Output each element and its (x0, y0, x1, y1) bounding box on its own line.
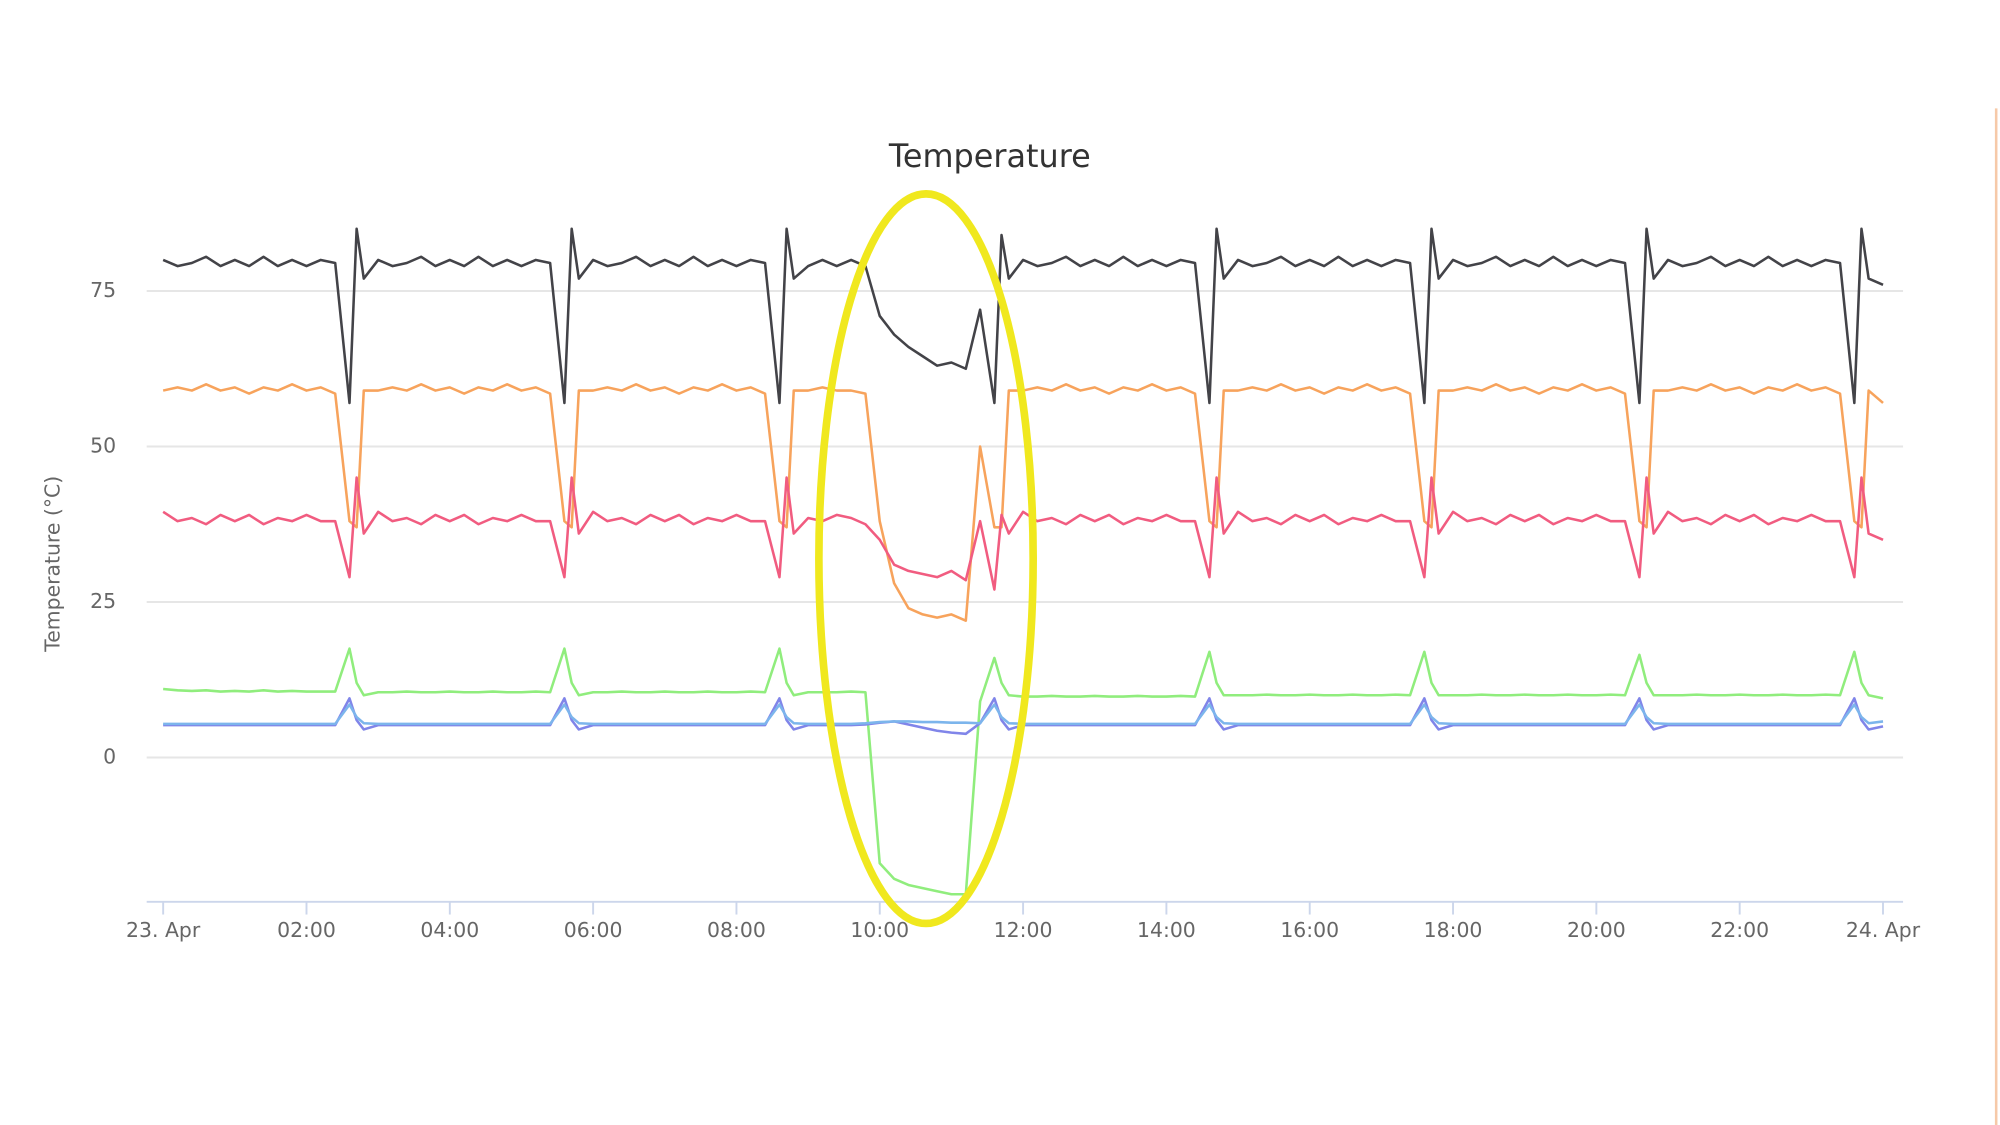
x-tick-label: 04:00 (420, 918, 479, 942)
x-tick-label: 24. Apr (1846, 918, 1921, 942)
y-tick-label: 50 (90, 433, 116, 457)
x-tick-label: 02:00 (277, 918, 336, 942)
x-tick-label: 18:00 (1424, 918, 1483, 942)
series-line (162, 476, 1884, 591)
y-axis-title: Temperature (°C) (41, 476, 65, 653)
y-tick-label: 0 (103, 744, 116, 768)
x-tick-label: 14:00 (1137, 918, 1196, 942)
y-tick-label: 75 (90, 278, 116, 302)
grid: 0 25 50 75 23. Apr 02:00 04:00 06:00 08:00 10:00 1… (90, 278, 1921, 942)
x-tick-label: 10:00 (850, 918, 909, 942)
chart-title: Temperature (888, 137, 1091, 175)
y-tick-label: 25 (90, 589, 116, 613)
series-line (162, 227, 1884, 405)
x-tick-label: 12:00 (994, 918, 1053, 942)
x-tick-label: 22:00 (1710, 918, 1769, 942)
x-tick-label: 08:00 (707, 918, 766, 942)
x-tick-label: 06:00 (564, 918, 623, 942)
x-tick-label: 16:00 (1280, 918, 1339, 942)
x-tick-label: 20:00 (1567, 918, 1626, 942)
highlight-ellipse (815, 190, 1037, 928)
x-tick-label: 23. Apr (126, 918, 201, 942)
